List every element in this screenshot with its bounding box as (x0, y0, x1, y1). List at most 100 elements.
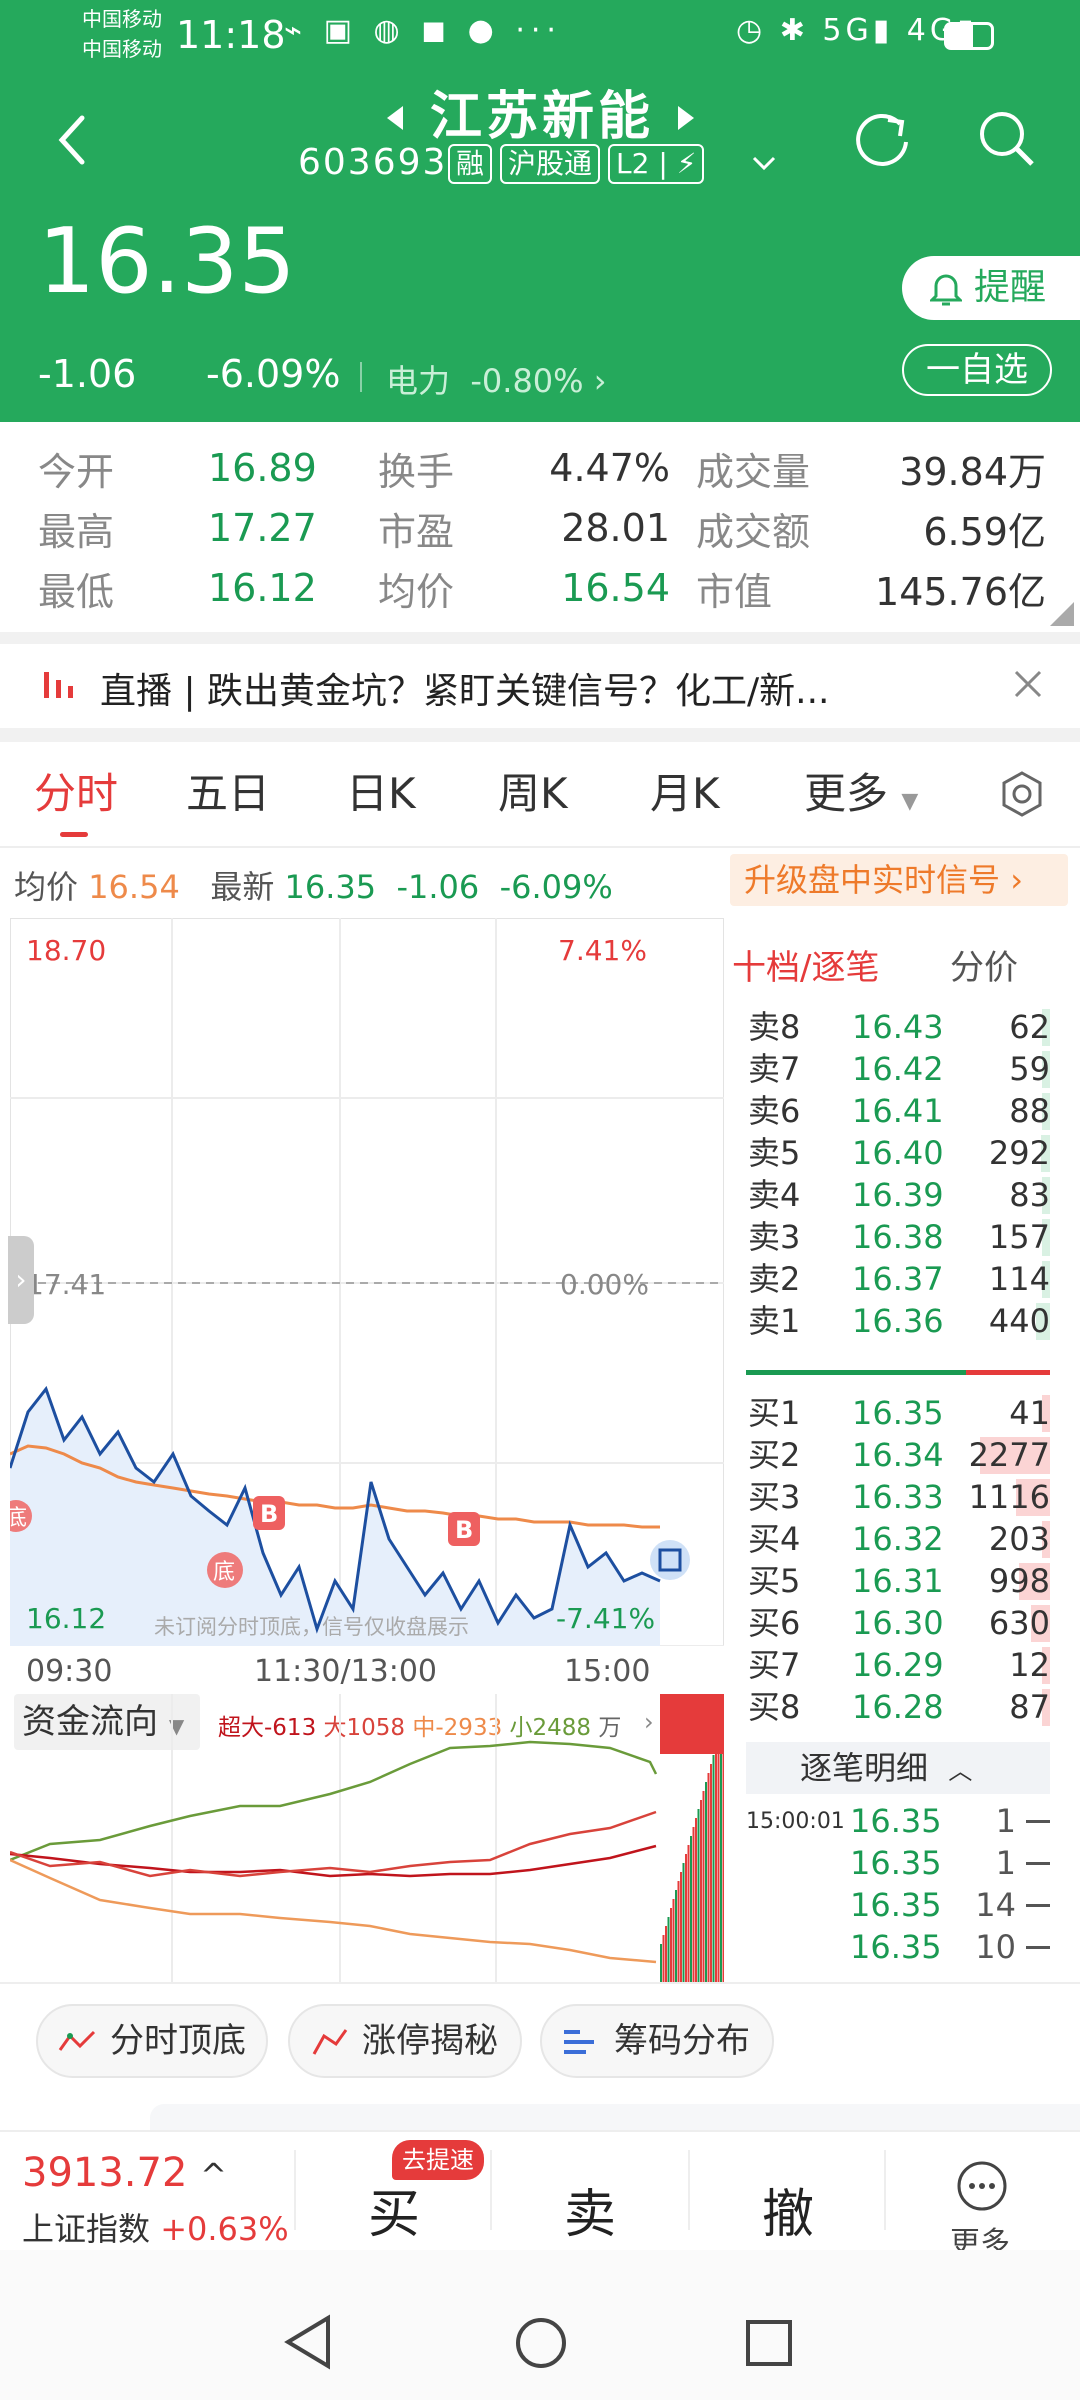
level-label: 卖2 (748, 1260, 801, 1298)
nav-home-icon[interactable] (514, 2316, 568, 2370)
bid-ratio-bar (966, 1370, 1050, 1375)
y-mid-pct-label: 0.00% (560, 1268, 649, 1301)
limit-up-button[interactable]: 涨停揭秘 (288, 2004, 522, 2078)
fund-flow-selector[interactable]: 资金流向 ▼ (14, 1694, 200, 1750)
share-icon[interactable] (852, 106, 914, 168)
bid-row[interactable]: 买2 16.34 2277 (746, 1434, 1050, 1477)
fund-flow-chart (10, 1694, 724, 1984)
remind-button[interactable]: 提醒 (902, 256, 1080, 320)
bid-row[interactable]: 买5 16.31 998 (746, 1560, 1050, 1603)
status-carrier-1: 中国移动 (82, 7, 162, 31)
bid-row[interactable]: 买6 16.30 630 (746, 1602, 1050, 1645)
tab-intraday[interactable]: 分时 (34, 769, 119, 818)
tab-five-day[interactable]: 五日 (186, 769, 271, 818)
tab-weekly-k[interactable]: 周K (498, 769, 568, 818)
intraday-top-bottom-button[interactable]: 分时顶底 (36, 2004, 268, 2078)
fund-flow-bars (660, 1694, 724, 1984)
fund-flow-more[interactable]: › (644, 1708, 654, 1736)
index-value[interactable]: 3913.72 ^ (22, 2150, 227, 2196)
tab-price-dist[interactable]: 分价 (950, 948, 1018, 988)
ask-row[interactable]: 卖6 16.41 88 (746, 1090, 1050, 1133)
settings-icon[interactable] (998, 770, 1046, 818)
tab-daily-k[interactable]: 日K (346, 769, 416, 818)
close-icon[interactable] (1010, 666, 1046, 702)
chevron-down-icon[interactable] (752, 156, 776, 172)
ask-row[interactable]: 卖8 16.43 62 (746, 1006, 1050, 1049)
upgrade-signal-button[interactable]: 升级盘中实时信号 › (730, 854, 1068, 906)
y-min-pct-label: -7.41% (556, 1602, 655, 1635)
level-label: 买2 (748, 1436, 801, 1474)
level-label: 卖3 (748, 1218, 801, 1256)
level-label: 卖8 (748, 1008, 801, 1046)
nav-back-icon[interactable] (282, 2314, 334, 2370)
level-price: 16.43 (852, 1008, 944, 1046)
ask-row[interactable]: 卖4 16.39 83 (746, 1174, 1050, 1217)
sector-pct: -0.80% (470, 362, 584, 400)
chip-distribution-button[interactable]: 筹码分布 (540, 2004, 774, 2078)
ask-row[interactable]: 卖3 16.38 157 (746, 1216, 1050, 1259)
volume-bar (1042, 1647, 1050, 1684)
back-arrow-icon[interactable] (52, 112, 92, 168)
ask-row[interactable]: 卖5 16.40 292 (746, 1132, 1050, 1175)
level-volume: 12 (1009, 1646, 1050, 1684)
buy-signal-marker[interactable]: B (253, 1496, 285, 1530)
level-label: 卖5 (748, 1134, 801, 1172)
bottom-signal-marker[interactable]: 底 (10, 1500, 32, 1532)
sell-button[interactable]: 卖 (564, 2185, 617, 2245)
level-volume: 88 (1009, 1092, 1050, 1130)
search-icon[interactable] (976, 108, 1038, 170)
divider (490, 2150, 492, 2230)
quote-value: 17.27 (208, 506, 317, 550)
bid-row[interactable]: 买4 16.32 203 (746, 1518, 1050, 1561)
bottom-signal-marker[interactable]: 底 (207, 1552, 243, 1588)
tick-dash (1026, 1946, 1050, 1949)
quote-label: 换手 (378, 449, 455, 494)
level-volume: 59 (1009, 1050, 1050, 1088)
watchlist-button[interactable]: 一自选 (902, 344, 1052, 396)
ask-row[interactable]: 卖2 16.37 114 (746, 1258, 1050, 1301)
tab-more[interactable]: 更多 ▼ (804, 769, 919, 818)
tab-orderbook[interactable]: 十档/逐笔 (732, 948, 880, 988)
level-label: 买8 (748, 1688, 801, 1726)
chart-side-expand-handle[interactable]: › (8, 1236, 34, 1324)
tick-volume: 10 (975, 1928, 1016, 1966)
tab-monthly-k[interactable]: 月K (650, 769, 720, 818)
prev-stock-icon[interactable] (385, 104, 405, 132)
flow-bar (717, 1737, 720, 1984)
level-price: 16.34 (852, 1436, 944, 1474)
intraday-chart[interactable]: 18.70 7.41% 17.41 0.00% 16.12 -7.41% 未订阅… (10, 918, 724, 1646)
bid-row[interactable]: 买3 16.33 1116 (746, 1476, 1050, 1519)
expand-corner-icon[interactable] (1050, 602, 1074, 626)
tag-hk-connect: 沪股通 (500, 144, 601, 184)
tick-detail-header[interactable]: 逐笔明细 ︿ (746, 1742, 1050, 1794)
quote-label: 市值 (696, 569, 773, 614)
sector-link[interactable]: 电力 -0.80% › (386, 362, 607, 400)
buy-signal-marker[interactable]: B (448, 1512, 480, 1546)
cancel-order-button[interactable]: 撤 (762, 2185, 815, 2245)
panel-edge (150, 2104, 1080, 2134)
price-change-pct: -6.09% (206, 352, 341, 396)
quote-label: 市盈 (378, 509, 455, 554)
level-volume: 292 (988, 1134, 1050, 1172)
ask-row[interactable]: 卖1 16.36 440 (746, 1300, 1050, 1343)
ask-row[interactable]: 卖7 16.42 59 (746, 1048, 1050, 1091)
bid-row[interactable]: 买7 16.29 12 (746, 1644, 1050, 1687)
nav-recents-icon[interactable] (744, 2318, 794, 2368)
buy-button[interactable]: 买 (368, 2185, 421, 2245)
status-carrier-2: 中国移动 (82, 37, 162, 61)
level-volume: 2277 (968, 1436, 1050, 1474)
speed-badge[interactable]: 去提速 (392, 2140, 484, 2180)
bid-row[interactable]: 买8 16.28 87 (746, 1686, 1050, 1729)
svg-text:B: B (260, 1500, 278, 1528)
stock-tags: 融沪股通 L2 | ⚡ (448, 144, 712, 184)
zoom-fit-icon[interactable] (650, 1540, 690, 1580)
tick-row: 15:00:01 16.35 1 (746, 1800, 1050, 1843)
quote-value: 16.12 (208, 566, 317, 610)
flow-bar (722, 1719, 724, 1984)
more-dots-icon[interactable] (956, 2160, 1008, 2212)
volume-bar (1042, 1395, 1050, 1432)
y-max-pct-label: 7.41% (558, 934, 647, 967)
bid-row[interactable]: 买1 16.35 41 (746, 1392, 1050, 1435)
next-stock-icon[interactable] (676, 104, 696, 132)
news-banner[interactable]: 直播 | 跌出黄金坑？紧盯关键信号？化工/新... (0, 644, 1080, 728)
